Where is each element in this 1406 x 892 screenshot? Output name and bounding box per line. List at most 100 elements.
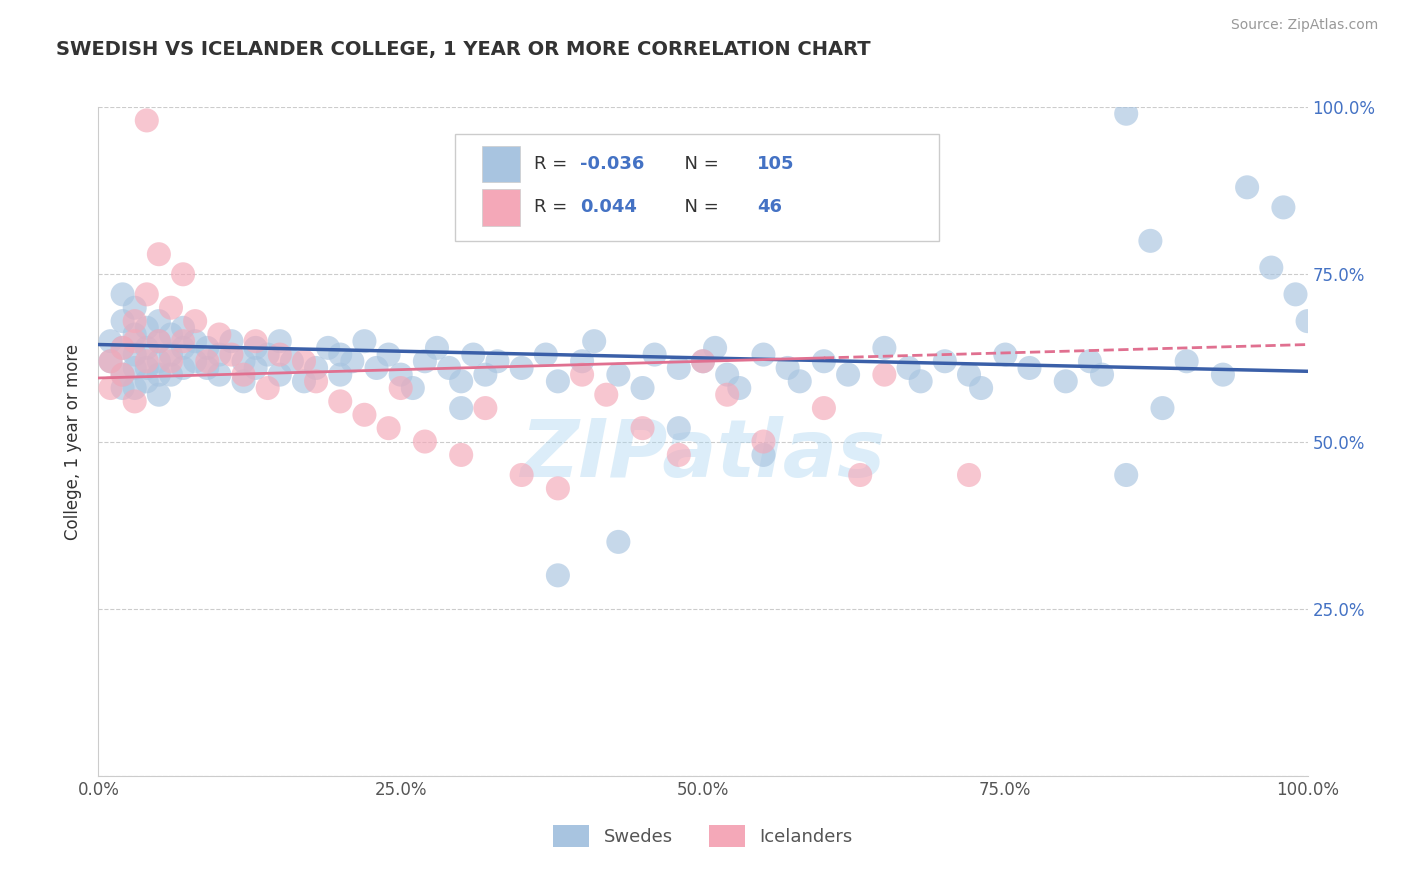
Point (595, 387, 617, 401)
Point (329, 394, 352, 409)
Point (849, 467, 872, 482)
Point (100, 354, 122, 368)
Point (1139, 234, 1161, 248)
Point (1078, 354, 1101, 368)
Point (1272, 201, 1295, 215)
Legend: Swedes, Icelanders: Swedes, Icelanders (546, 817, 860, 854)
Point (195, 361, 218, 376)
Point (426, 341, 449, 355)
Point (389, 381, 412, 395)
Point (148, 368, 170, 382)
Point (160, 347, 183, 362)
Point (184, 334, 207, 348)
Point (752, 448, 775, 462)
Point (776, 361, 799, 376)
Point (232, 354, 254, 368)
Point (111, 368, 134, 382)
Point (124, 301, 146, 315)
Text: R =: R = (534, 198, 578, 217)
Point (256, 347, 278, 362)
Text: 46: 46 (758, 198, 782, 217)
Point (135, 341, 157, 355)
Point (1284, 287, 1306, 301)
Point (135, 375, 157, 389)
Point (135, 113, 157, 128)
Point (353, 334, 375, 348)
Point (1296, 314, 1319, 328)
Point (607, 534, 630, 549)
Point (316, 341, 339, 355)
Point (111, 368, 134, 382)
Text: 105: 105 (758, 155, 794, 173)
Point (148, 314, 170, 328)
Point (994, 347, 1017, 362)
Point (897, 361, 920, 376)
FancyBboxPatch shape (482, 145, 520, 182)
Point (1212, 368, 1234, 382)
Point (377, 347, 399, 362)
Text: N =: N = (672, 155, 724, 173)
Point (124, 361, 146, 376)
Point (873, 341, 896, 355)
Text: 0.044: 0.044 (579, 198, 637, 217)
Point (668, 448, 690, 462)
Point (172, 361, 194, 376)
Text: ZIPatlas: ZIPatlas (520, 416, 886, 494)
Point (413, 354, 436, 368)
Point (111, 314, 134, 328)
Text: N =: N = (672, 198, 730, 217)
Point (837, 368, 859, 382)
Point (1018, 361, 1040, 376)
Point (245, 334, 267, 348)
Point (450, 401, 472, 415)
Point (100, 381, 122, 395)
Text: R =: R = (534, 155, 572, 173)
Point (510, 467, 533, 482)
Point (305, 361, 328, 376)
Point (135, 287, 157, 301)
Point (148, 387, 170, 401)
Point (208, 368, 231, 382)
Point (668, 361, 690, 376)
Point (934, 354, 956, 368)
FancyBboxPatch shape (482, 189, 520, 226)
Point (245, 361, 267, 376)
Point (728, 381, 751, 395)
Point (704, 341, 727, 355)
Point (195, 354, 218, 368)
Point (547, 482, 569, 496)
Point (463, 347, 485, 362)
Point (245, 341, 267, 355)
Point (100, 334, 122, 348)
Point (329, 347, 352, 362)
Point (789, 375, 811, 389)
Point (571, 368, 593, 382)
Point (437, 361, 460, 376)
Point (450, 448, 472, 462)
Point (124, 381, 146, 395)
Point (111, 341, 134, 355)
Point (377, 421, 399, 435)
Point (402, 381, 425, 395)
Point (873, 368, 896, 382)
Point (221, 347, 243, 362)
Point (474, 401, 496, 415)
Point (135, 320, 157, 334)
Point (124, 314, 146, 328)
Point (692, 354, 714, 368)
FancyBboxPatch shape (456, 134, 939, 241)
Point (413, 434, 436, 449)
Point (692, 354, 714, 368)
Point (232, 368, 254, 382)
Point (631, 421, 654, 435)
Point (292, 354, 315, 368)
Point (172, 268, 194, 282)
Point (292, 375, 315, 389)
Point (281, 354, 304, 368)
Point (111, 341, 134, 355)
Point (607, 368, 630, 382)
Point (208, 347, 231, 362)
Point (124, 334, 146, 348)
Point (184, 354, 207, 368)
Point (148, 354, 170, 368)
